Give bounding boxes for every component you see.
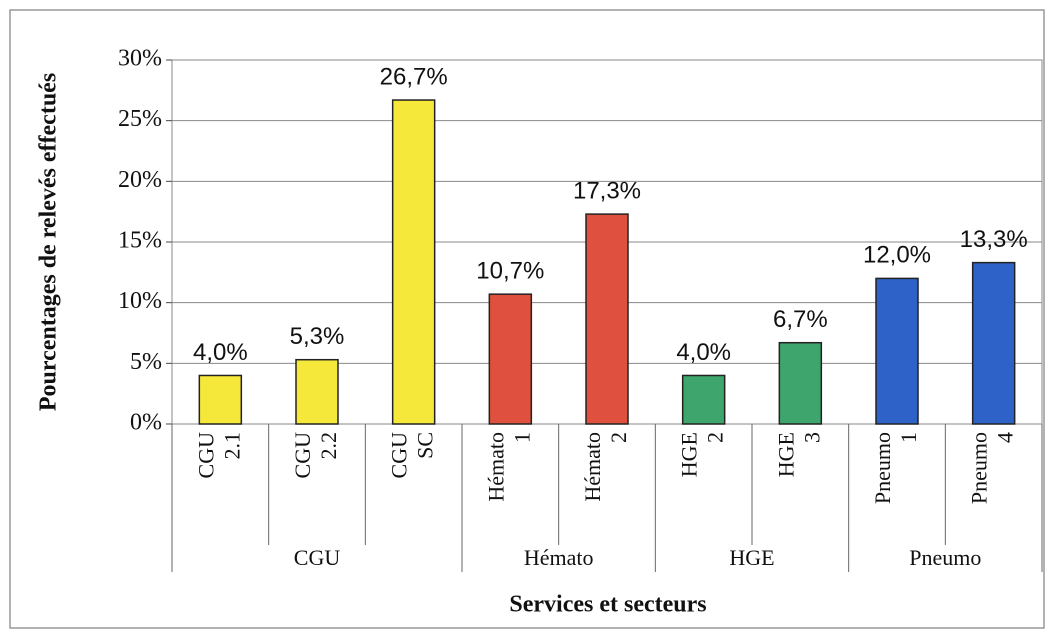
x-tick-label: Hémato1 bbox=[483, 432, 534, 502]
y-axis-label: Pourcentages de relevés effectués bbox=[36, 73, 62, 411]
y-tick-label: 15% bbox=[118, 228, 162, 254]
bar bbox=[585, 213, 629, 425]
bar bbox=[875, 277, 919, 425]
bar bbox=[198, 374, 243, 425]
group-label: Hémato bbox=[524, 545, 594, 570]
x-tick-label: Hémato2 bbox=[580, 432, 631, 502]
x-tick-label: CGUSC bbox=[387, 432, 438, 479]
y-tick-label: 30% bbox=[118, 46, 162, 72]
value-label: 6,7% bbox=[773, 306, 828, 333]
x-tick-label: HGE2 bbox=[677, 432, 728, 477]
group-label: CGU bbox=[294, 545, 341, 570]
value-label: 13,3% bbox=[960, 226, 1028, 253]
bar bbox=[295, 358, 339, 425]
bar bbox=[681, 374, 726, 425]
x-axis-label: Services et secteurs bbox=[509, 592, 706, 618]
y-tick-label: 10% bbox=[118, 288, 162, 314]
bar bbox=[778, 341, 823, 425]
y-tick-label: 20% bbox=[118, 167, 162, 193]
x-tick-label: Pneumo1 bbox=[870, 432, 921, 504]
bar bbox=[488, 293, 533, 425]
value-label: 4,0% bbox=[193, 339, 248, 366]
bar bbox=[971, 261, 1016, 425]
y-tick-label: 25% bbox=[118, 106, 162, 132]
x-tick-label: HGE3 bbox=[773, 432, 824, 477]
group-label: HGE bbox=[729, 545, 774, 570]
group-label: Pneumo bbox=[909, 545, 981, 570]
value-label: 5,3% bbox=[290, 323, 345, 350]
x-tick-label: Pneumo4 bbox=[967, 432, 1018, 504]
y-tick-label: 5% bbox=[130, 349, 162, 375]
value-label: 4,0% bbox=[676, 339, 731, 366]
x-tick-label: CGU2.2 bbox=[290, 432, 341, 479]
x-tick-label: CGU2.1 bbox=[193, 432, 244, 479]
value-label: 17,3% bbox=[573, 177, 641, 204]
value-label: 10,7% bbox=[476, 258, 544, 285]
bar bbox=[391, 99, 436, 425]
value-label: 26,7% bbox=[380, 63, 448, 90]
value-label: 12,0% bbox=[863, 242, 931, 269]
y-tick-label: 0% bbox=[130, 410, 162, 436]
